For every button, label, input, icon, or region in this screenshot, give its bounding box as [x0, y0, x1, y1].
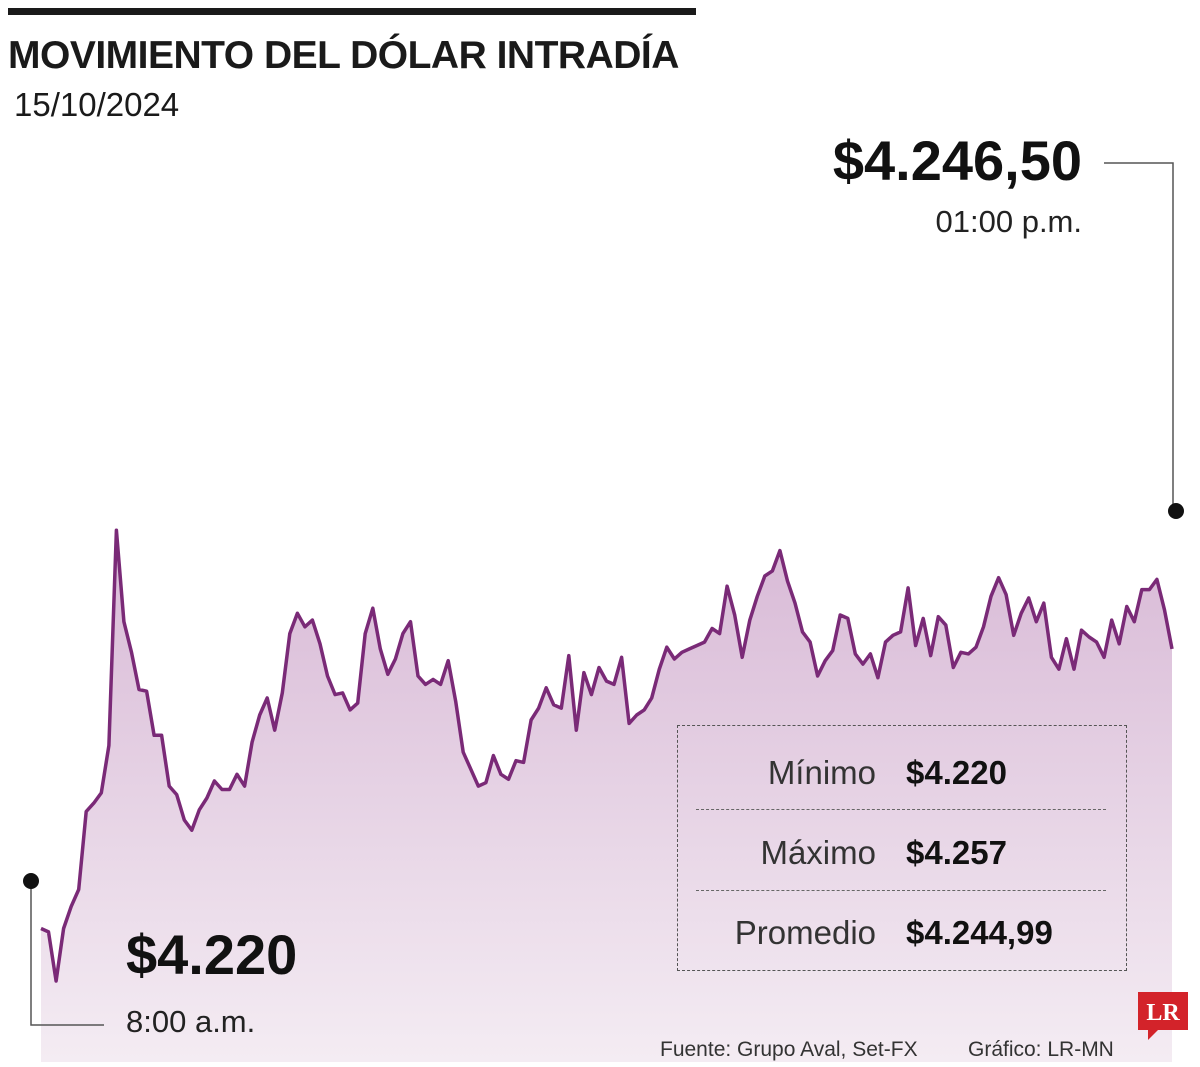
start-price-label: $4.220 — [126, 923, 298, 986]
source-note: Fuente: Grupo Aval, Set-FX — [660, 1038, 918, 1061]
start-time-label: 8:00 a.m. — [126, 1004, 256, 1039]
stat-label-max: Máximo — [760, 834, 876, 871]
credit-note: Gráfico: LR-MN — [968, 1038, 1114, 1061]
end-price-label: $4.246,50 — [832, 129, 1082, 192]
lr-logo-icon: LR — [1138, 992, 1188, 1040]
chart-title: MOVIMIENTO DEL DÓLAR INTRADÍA — [8, 34, 679, 77]
end-point — [1168, 503, 1184, 519]
logo-text: LR — [1146, 1000, 1180, 1026]
price-line — [40, 528, 1174, 983]
stat-label-avg: Promedio — [734, 914, 876, 951]
stat-divider — [696, 890, 1106, 891]
stat-divider — [696, 809, 1106, 810]
chart-date: 15/10/2024 — [14, 86, 180, 123]
stat-row-min: Mínimo $4.220 — [696, 732, 1106, 812]
top-rule — [8, 8, 696, 15]
stat-row-avg: Promedio $4.244,99 — [696, 892, 1106, 972]
stat-value-max: $4.257 — [906, 834, 1007, 871]
start-leader-line — [30, 881, 104, 1026]
stats-box: Mínimo $4.220 Máximo $4.257 Promedio $4.… — [677, 725, 1127, 971]
end-leader-line — [1104, 162, 1174, 511]
stat-label-min: Mínimo — [767, 754, 876, 791]
start-point — [23, 873, 39, 889]
stat-value-min: $4.220 — [906, 754, 1007, 791]
stat-row-max: Máximo $4.257 — [696, 812, 1106, 892]
stat-value-avg: $4.244,99 — [906, 914, 1053, 951]
end-time-label: 01:00 p.m. — [935, 204, 1082, 239]
